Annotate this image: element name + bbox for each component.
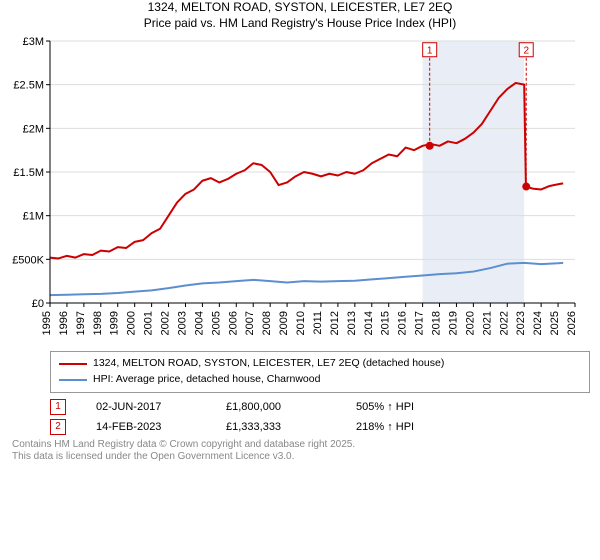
anno-marker: 2 xyxy=(50,419,66,435)
anno-pct: 218% ↑ HPI xyxy=(356,421,414,433)
svg-text:1996: 1996 xyxy=(58,311,70,335)
svg-text:2024: 2024 xyxy=(532,311,544,335)
svg-text:2002: 2002 xyxy=(160,311,172,335)
svg-text:2008: 2008 xyxy=(261,311,273,335)
svg-text:£2.5M: £2.5M xyxy=(13,80,44,92)
svg-text:1997: 1997 xyxy=(75,311,87,335)
svg-text:£500K: £500K xyxy=(12,255,44,267)
anno-row: 1 02-JUN-2017 £1,800,000 505% ↑ HPI xyxy=(50,397,590,417)
copyright-line-1: Contains HM Land Registry data © Crown c… xyxy=(12,439,588,452)
svg-text:2013: 2013 xyxy=(346,311,358,335)
svg-text:£3M: £3M xyxy=(23,36,44,48)
svg-text:2012: 2012 xyxy=(329,311,341,335)
title-block: 1324, MELTON ROAD, SYSTON, LEICESTER, LE… xyxy=(0,0,600,31)
legend-label: 1324, MELTON ROAD, SYSTON, LEICESTER, LE… xyxy=(93,356,444,372)
chart: 1 2 £0 £500K £1M £1.5M £2M £2.5M £3M 1995 1996 1997… xyxy=(0,35,600,345)
annotation-table: 1 02-JUN-2017 £1,800,000 505% ↑ HPI 2 14-FEB-… xyxy=(50,397,590,437)
svg-text:£1.5M: £1.5M xyxy=(13,167,44,179)
svg-text:2016: 2016 xyxy=(397,311,409,335)
svg-text:2001: 2001 xyxy=(143,311,155,335)
legend-label: HPI: Average price, detached house, Char… xyxy=(93,372,320,388)
svg-text:2007: 2007 xyxy=(244,311,256,335)
svg-text:2010: 2010 xyxy=(295,311,307,335)
anno-date: 02-JUN-2017 xyxy=(96,401,196,413)
svg-text:2011: 2011 xyxy=(312,311,324,335)
svg-text:1: 1 xyxy=(427,46,433,57)
legend-row: 1324, MELTON ROAD, SYSTON, LEICESTER, LE… xyxy=(59,356,581,372)
anno-price: £1,800,000 xyxy=(226,401,326,413)
svg-text:2017: 2017 xyxy=(414,311,426,335)
anno-price: £1,333,333 xyxy=(226,421,326,433)
anno-pct: 505% ↑ HPI xyxy=(356,401,414,413)
svg-text:2018: 2018 xyxy=(431,311,443,335)
svg-text:2004: 2004 xyxy=(193,311,205,335)
anno-date: 14-FEB-2023 xyxy=(96,421,196,433)
legend-row: HPI: Average price, detached house, Char… xyxy=(59,372,581,388)
svg-text:2022: 2022 xyxy=(498,311,510,335)
svg-text:2026: 2026 xyxy=(566,311,578,335)
copyright: Contains HM Land Registry data © Crown c… xyxy=(12,439,588,464)
svg-text:£1M: £1M xyxy=(23,211,44,223)
title-line-1: 1324, MELTON ROAD, SYSTON, LEICESTER, LE… xyxy=(0,0,600,16)
legend-swatch xyxy=(59,363,87,365)
svg-text:2003: 2003 xyxy=(176,311,188,335)
svg-text:2009: 2009 xyxy=(278,311,290,335)
title-line-2: Price paid vs. HM Land Registry's House … xyxy=(0,16,600,32)
copyright-line-2: This data is licensed under the Open Gov… xyxy=(12,451,588,464)
svg-text:2021: 2021 xyxy=(481,311,493,335)
svg-text:2: 2 xyxy=(523,46,529,57)
svg-text:2020: 2020 xyxy=(464,311,476,335)
anno-row: 2 14-FEB-2023 £1,333,333 218% ↑ HPI xyxy=(50,417,590,437)
svg-text:2006: 2006 xyxy=(227,311,239,335)
anno-marker: 1 xyxy=(50,399,66,415)
svg-text:2005: 2005 xyxy=(210,311,222,335)
svg-text:2019: 2019 xyxy=(447,311,459,335)
svg-text:£2M: £2M xyxy=(23,124,44,136)
svg-text:2000: 2000 xyxy=(126,311,138,335)
legend-swatch xyxy=(59,379,87,381)
chart-svg: 1 2 £0 £500K £1M £1.5M £2M £2.5M £3M 1995 1996 1997… xyxy=(0,35,580,345)
svg-text:2023: 2023 xyxy=(515,311,527,335)
svg-text:1995: 1995 xyxy=(41,311,53,335)
svg-text:2025: 2025 xyxy=(549,311,561,335)
svg-text:1998: 1998 xyxy=(92,311,104,335)
svg-text:2015: 2015 xyxy=(380,311,392,335)
svg-text:£0: £0 xyxy=(32,298,44,310)
legend: 1324, MELTON ROAD, SYSTON, LEICESTER, LE… xyxy=(50,351,590,393)
svg-text:2014: 2014 xyxy=(363,311,375,335)
svg-text:1999: 1999 xyxy=(109,311,121,335)
